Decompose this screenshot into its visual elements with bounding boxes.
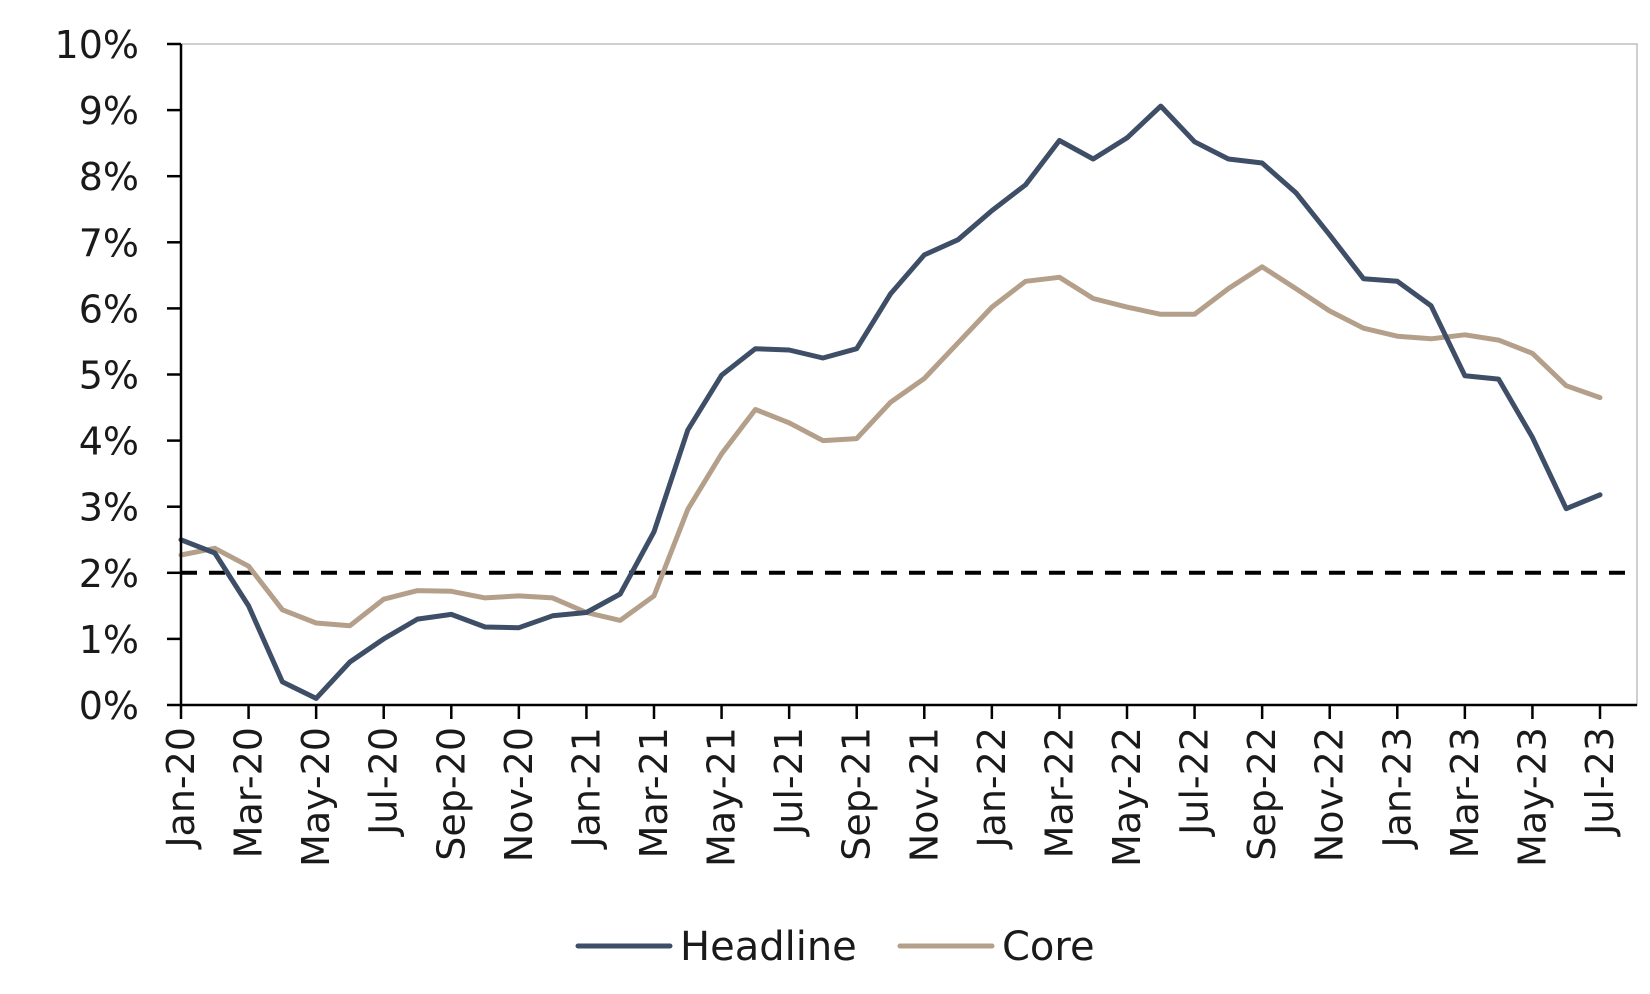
chart-legend: Headline Core [575, 924, 1095, 970]
y-tick-label: 10% [55, 23, 139, 67]
y-tick-label: 9% [79, 89, 139, 133]
x-tick-label: Nov-22 [1308, 727, 1352, 862]
x-tick-label: May-23 [1510, 727, 1554, 867]
x-tick-label: Nov-20 [497, 727, 541, 862]
y-tick-label: 8% [79, 155, 139, 199]
x-tick-label: Mar-23 [1443, 727, 1487, 858]
x-tick-label: Jan-22 [970, 727, 1014, 850]
legend-label-headline: Headline [680, 924, 857, 970]
series-line-core [178, 264, 1603, 629]
y-tick-label: 5% [79, 354, 139, 398]
y-tick-label: 0% [79, 684, 139, 728]
y-tick-label: 1% [79, 618, 139, 662]
plot-frame [180, 43, 1638, 706]
x-tick-label: Jan-21 [564, 727, 608, 850]
x-tick-label: Jul-23 [1578, 727, 1622, 837]
y-tick-label: 7% [79, 221, 139, 265]
x-tick-label: Jul-21 [767, 727, 811, 837]
x-tick-label: Sep-21 [835, 727, 879, 861]
x-tick-label: May-22 [1105, 727, 1149, 867]
y-tick-label: 6% [79, 287, 139, 331]
series-line-headline [178, 103, 1603, 701]
x-tick-label: Mar-22 [1037, 727, 1081, 858]
x-tick-label: Mar-21 [632, 727, 676, 858]
y-tick-label: 4% [79, 420, 139, 464]
x-tick-label: May-20 [294, 727, 338, 867]
x-tick-label: Jan-23 [1375, 727, 1419, 850]
y-tick-label: 3% [79, 486, 139, 530]
x-tick-label: May-21 [700, 727, 744, 867]
x-tick-label: Sep-22 [1240, 727, 1284, 861]
x-tick-label: Sep-20 [429, 727, 473, 861]
x-tick-label: Jan-20 [159, 727, 203, 850]
x-tick-label: Jul-20 [362, 727, 406, 837]
y-tick-label: 2% [79, 552, 139, 596]
x-tick-label: Jul-22 [1173, 727, 1217, 837]
legend-label-core: Core [1002, 924, 1095, 970]
x-tick-label: Nov-21 [902, 727, 946, 862]
x-tick-label: Mar-20 [227, 727, 271, 858]
